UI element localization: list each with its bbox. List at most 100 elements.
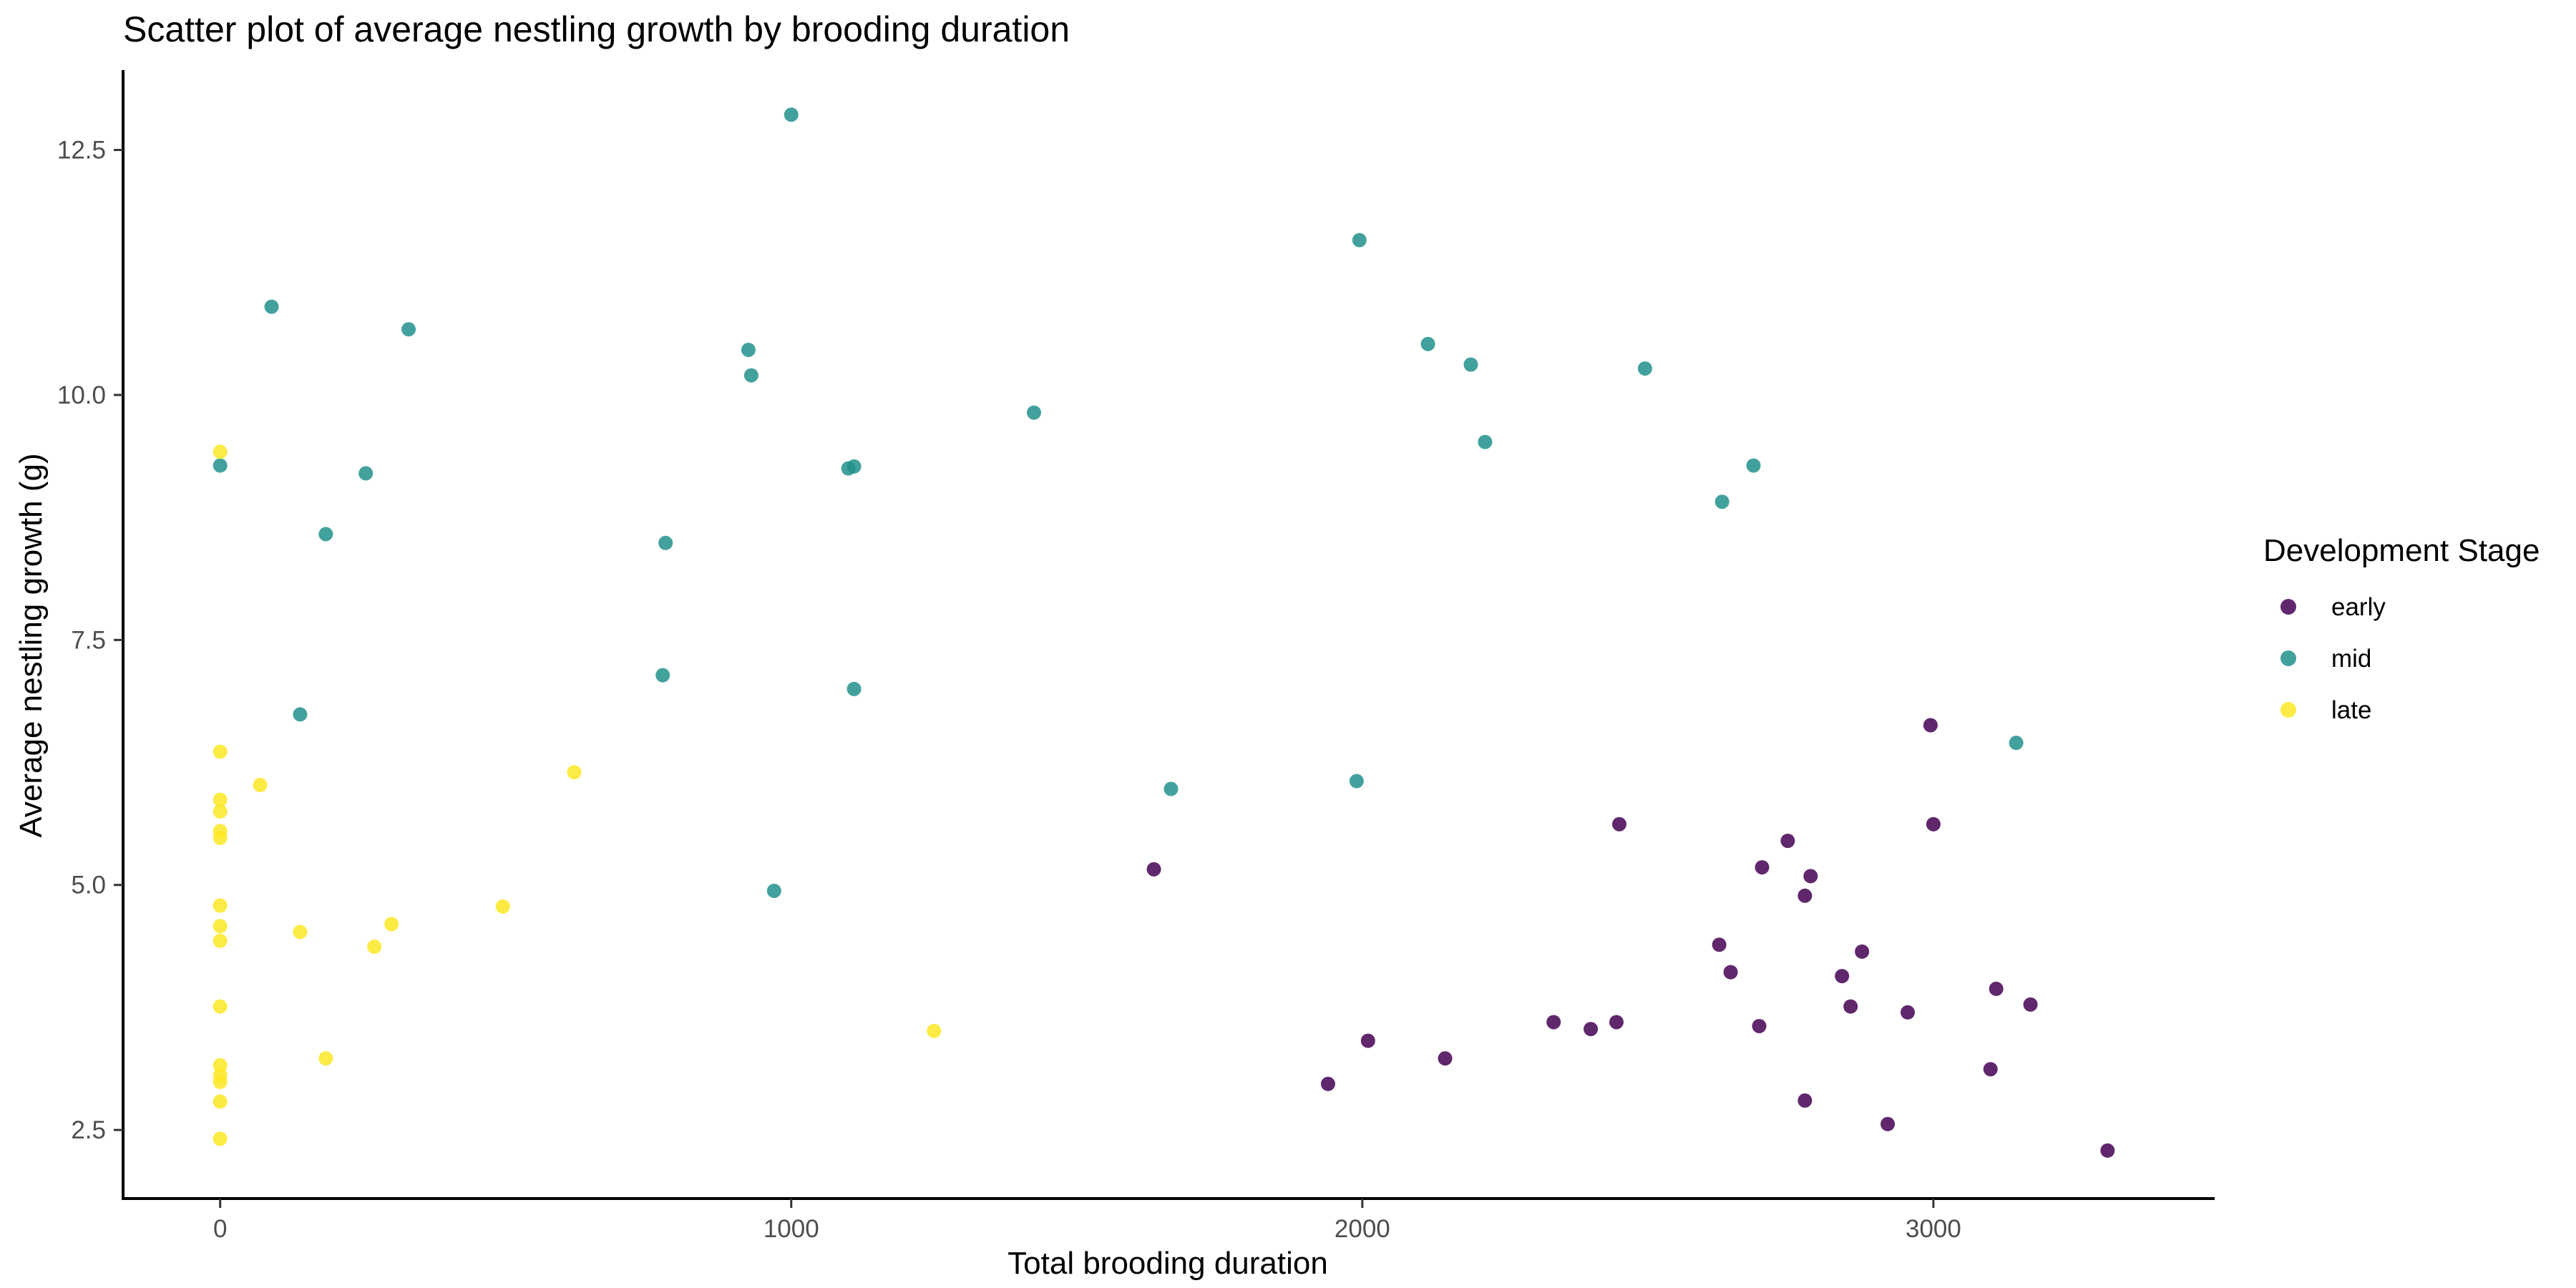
data-point-late: [213, 999, 228, 1014]
data-point-early: [1989, 981, 2004, 996]
data-point-mid: [1420, 336, 1435, 351]
data-point-late: [253, 778, 268, 793]
data-point-mid: [658, 535, 673, 550]
data-point-mid: [1352, 233, 1367, 248]
data-point-mid: [358, 466, 374, 481]
data-point-early: [1146, 862, 1161, 877]
series-late: [213, 444, 942, 1146]
legend-title: Development Stage: [2263, 533, 2540, 568]
data-point-early: [1923, 718, 1938, 733]
data-point-mid: [401, 322, 416, 337]
data-point-early: [1901, 1005, 1916, 1020]
series-early: [1146, 718, 2115, 1158]
legend-key-mid: [2280, 650, 2296, 666]
legend-key-late: [2280, 702, 2296, 718]
data-point-late: [927, 1023, 942, 1038]
y-axis-title: Average nestling growth (g): [14, 453, 49, 837]
data-point-early: [2100, 1143, 2115, 1158]
data-point-late: [213, 831, 228, 845]
legend: Development Stage early mid late: [2263, 533, 2540, 724]
x-tick-label: 2000: [1335, 1215, 1390, 1243]
data-point-mid: [213, 458, 228, 473]
data-point-early: [1438, 1051, 1453, 1066]
data-point-mid: [766, 883, 781, 898]
y-tick-label: 10.0: [57, 381, 106, 409]
data-point-early: [1926, 816, 1941, 831]
data-point-mid: [1026, 405, 1041, 420]
data-point-mid: [847, 681, 862, 696]
data-point-early: [1712, 937, 1727, 952]
data-point-early: [1803, 869, 1818, 884]
data-point-late: [213, 804, 228, 819]
data-point-early: [1835, 969, 1850, 984]
data-point-late: [213, 1058, 228, 1073]
data-point-late: [213, 792, 228, 807]
data-point-mid: [1714, 494, 1729, 509]
data-point-mid: [318, 527, 333, 542]
series-mid: [213, 107, 2024, 898]
data-point-late: [213, 1075, 228, 1090]
y-axis-ticks: 2.5 5.0 7.5 10.0 12.5: [57, 137, 123, 1144]
data-point-early: [2023, 997, 2038, 1012]
data-point-early: [1755, 860, 1770, 875]
data-point-early: [1546, 1015, 1561, 1030]
data-point-early: [1855, 944, 1870, 959]
data-point-late: [213, 919, 228, 934]
y-tick-label: 5.0: [71, 872, 106, 899]
data-point-mid: [1463, 357, 1478, 372]
data-point-mid: [784, 107, 799, 122]
data-point-mid: [741, 342, 756, 357]
y-tick-label: 7.5: [71, 626, 106, 654]
data-point-mid: [847, 459, 862, 474]
data-point-early: [1752, 1018, 1767, 1033]
data-point-mid: [1163, 781, 1179, 796]
data-point-mid: [743, 368, 758, 383]
x-axis-title: Total brooding duration: [1008, 1246, 1328, 1281]
data-point-late: [213, 898, 228, 913]
data-point-late: [213, 1131, 228, 1146]
legend-label-early: early: [2331, 593, 2386, 621]
data-point-mid: [1478, 434, 1493, 449]
chart-title: Scatter plot of average nestling growth …: [123, 9, 1070, 49]
data-point-early: [1797, 1093, 1813, 1108]
y-tick-label: 12.5: [57, 137, 106, 165]
data-point-late: [567, 765, 582, 780]
data-point-early: [1780, 834, 1795, 849]
y-tick-label: 2.5: [71, 1116, 106, 1144]
legend-label-mid: mid: [2331, 645, 2371, 673]
data-point-early: [1611, 816, 1626, 831]
data-point-late: [213, 933, 228, 948]
data-point-mid: [655, 668, 670, 683]
data-point-mid: [264, 299, 279, 314]
data-point-late: [384, 917, 399, 932]
data-point-mid: [1746, 458, 1761, 473]
data-point-mid: [1349, 774, 1364, 789]
legend-items: early mid late: [2280, 593, 2386, 724]
data-point-early: [1360, 1033, 1375, 1048]
data-points-layer: [213, 107, 2115, 1158]
x-axis-ticks: 0 1000 2000 3000: [213, 1199, 1961, 1243]
x-tick-label: 0: [213, 1215, 227, 1243]
data-point-early: [1609, 1015, 1624, 1030]
x-tick-label: 1000: [763, 1215, 819, 1243]
data-point-early: [1723, 965, 1738, 980]
data-point-early: [1843, 999, 1858, 1014]
data-point-late: [367, 940, 382, 955]
data-point-late: [495, 899, 510, 914]
legend-key-early: [2280, 599, 2296, 615]
data-point-late: [213, 1094, 228, 1109]
data-point-mid: [2009, 736, 2024, 751]
data-point-early: [1880, 1116, 1896, 1131]
data-point-late: [213, 444, 228, 459]
data-point-early: [1584, 1022, 1599, 1037]
data-point-late: [213, 744, 228, 759]
data-point-early: [1320, 1076, 1335, 1091]
x-tick-label: 3000: [1906, 1215, 1961, 1243]
data-point-early: [1983, 1062, 1998, 1077]
data-point-mid: [1637, 361, 1652, 376]
legend-label-late: late: [2331, 696, 2371, 724]
data-point-late: [293, 924, 308, 940]
data-point-mid: [293, 707, 308, 722]
